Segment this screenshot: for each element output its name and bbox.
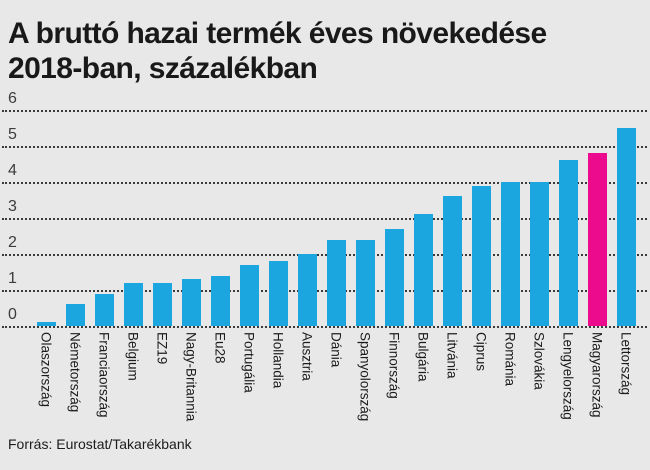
gridline-0 — [2, 326, 647, 328]
bar-rom-nia — [501, 182, 520, 326]
y-axis-tick-0: 0 — [8, 306, 17, 323]
bar-ez19 — [153, 283, 172, 326]
x-axis-label-d-nia: Dánia — [328, 332, 344, 368]
bar-szlov-kia — [530, 182, 549, 326]
bar-belgium — [124, 283, 143, 326]
x-axis-label-rom-nia: Románia — [502, 332, 518, 387]
gridline-4 — [2, 182, 647, 184]
bar-spanyolorsz-g — [356, 240, 375, 326]
x-axis-label-magyarorsz-g: Magyarország — [589, 332, 605, 418]
x-axis-label-nagy-britannia: Nagy-Britannia — [183, 332, 199, 422]
bar-n-metorsz-g — [66, 304, 85, 326]
bar-portug-lia — [240, 265, 259, 326]
x-axis-label-szlov-kia: Szlovákia — [531, 332, 547, 390]
gridline-1 — [2, 290, 647, 292]
x-axis-label-franciaorsz-g: Franciaország — [96, 332, 112, 418]
bar-lengyelorsz-g — [559, 160, 578, 326]
gridline-5 — [2, 146, 647, 148]
x-axis-label-olaszorsz-g: Olaszország — [38, 332, 54, 408]
x-axis-label-portug-lia: Portugália — [241, 332, 257, 393]
gridline-3 — [2, 218, 647, 220]
x-axis-label-ciprus: Ciprus — [473, 332, 489, 372]
y-axis-tick-5: 5 — [8, 126, 17, 143]
y-axis-tick-6: 6 — [8, 90, 17, 107]
gridline-2 — [2, 254, 647, 256]
bar-magyarorsz-g — [588, 153, 607, 326]
x-axis-label-ez19: EZ19 — [154, 332, 170, 365]
bar-bulg-ria — [414, 214, 433, 326]
x-axis-label-n-metorsz-g: Németország — [67, 332, 83, 413]
x-axis-label-belgium: Belgium — [125, 332, 141, 381]
source-caption: Forrás: Eurostat/Takarékbank — [8, 436, 192, 452]
chart-title-line-2: 2018-ban, százalékban — [8, 52, 318, 85]
bar-ciprus — [472, 186, 491, 326]
bar-litv-nia — [443, 196, 462, 326]
bar-franciaorsz-g — [95, 294, 114, 326]
x-axis-label-bulg-ria: Bulgária — [415, 332, 431, 382]
x-axis-label-lengyelorsz-g: Lengyelország — [560, 332, 576, 420]
bar-eu28 — [211, 276, 230, 326]
y-axis-tick-2: 2 — [8, 234, 17, 251]
y-axis-tick-3: 3 — [8, 198, 17, 215]
x-axis-label-litv-nia: Litvánia — [444, 332, 460, 379]
bar-olaszorsz-g — [37, 322, 56, 326]
y-axis-tick-4: 4 — [8, 162, 17, 179]
chart-title: A bruttó hazai termék éves növekedése 20… — [8, 16, 638, 86]
chart-title-line-1: A bruttó hazai termék éves növekedése — [8, 17, 547, 50]
y-axis-tick-1: 1 — [8, 270, 17, 287]
x-axis-label-eu28: Eu28 — [212, 332, 228, 364]
x-axis-label-ausztria: Ausztria — [299, 332, 315, 381]
bar-lettorsz-g — [617, 128, 636, 326]
x-axis-label-lettorsz-g: Lettország — [618, 332, 634, 396]
gridline-6 — [2, 110, 647, 112]
bar-hollandia — [269, 261, 288, 326]
bar-finnorsz-g — [385, 229, 404, 326]
bar-d-nia — [327, 240, 346, 326]
x-axis-label-finnorsz-g: Finnország — [386, 332, 402, 399]
x-axis-label-spanyolorsz-g: Spanyolország — [357, 332, 373, 422]
bar-nagy-britannia — [182, 279, 201, 326]
x-axis-label-hollandia: Hollandia — [270, 332, 286, 389]
bar-ausztria — [298, 254, 317, 326]
